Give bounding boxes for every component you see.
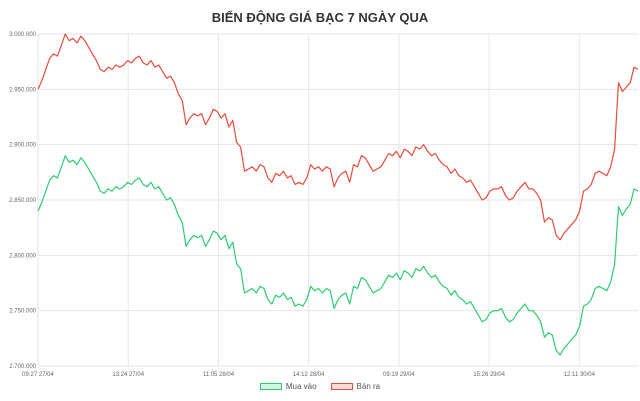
x-tick-label: 12:11 30/04 bbox=[564, 372, 596, 378]
y-tick-label: 2.850.000 bbox=[9, 198, 36, 204]
series-line-0 bbox=[37, 155, 639, 356]
legend-swatch-buy bbox=[259, 383, 282, 390]
x-tick-label: 14:12 28/04 bbox=[293, 372, 325, 378]
x-tick-label: 11:05 28/04 bbox=[203, 372, 235, 378]
legend-label-sell: Bán ra bbox=[356, 382, 381, 391]
legend-item-sell[interactable]: Bán ra bbox=[330, 382, 381, 391]
axis-layer: 2.700.000 2.750.000 2.800.000 2.850.000 2.90… bbox=[9, 32, 595, 378]
legend-item-buy[interactable]: Mua vào bbox=[259, 382, 317, 391]
y-tick-label: 3.000.000 bbox=[9, 32, 36, 38]
series-layer bbox=[37, 33, 639, 356]
grid-layer bbox=[37, 33, 638, 367]
chart-title: BIẾN ĐỘNG GIÁ BẠC 7 NGÀY QUA bbox=[211, 10, 429, 25]
y-tick-label: 2.900.000 bbox=[9, 143, 36, 149]
x-tick-label: 15:26 29/04 bbox=[473, 372, 505, 378]
x-tick-label: 13:24 27/04 bbox=[112, 372, 144, 378]
y-tick-label: 2.950.000 bbox=[9, 87, 36, 93]
y-tick-label: 2.800.000 bbox=[9, 253, 36, 259]
x-tick-label: 09:27 27/04 bbox=[22, 372, 54, 378]
y-tick-label: 2.700.000 bbox=[9, 364, 36, 370]
legend: Mua vào Bán ra bbox=[0, 382, 640, 391]
legend-swatch-sell bbox=[330, 383, 353, 390]
y-tick-label: 2.750.000 bbox=[9, 309, 36, 315]
x-tick-label: 09:19 29/04 bbox=[383, 372, 415, 378]
legend-label-buy: Mua vào bbox=[285, 382, 317, 391]
series-line-1 bbox=[37, 33, 639, 241]
